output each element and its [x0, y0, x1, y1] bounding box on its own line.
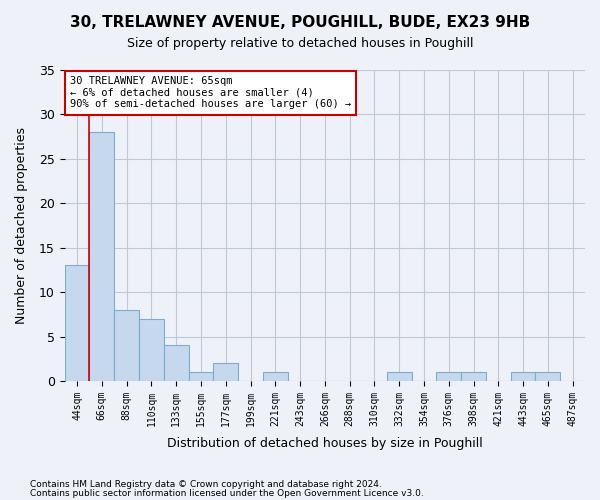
Bar — [114, 310, 139, 381]
Text: Contains public sector information licensed under the Open Government Licence v3: Contains public sector information licen… — [30, 488, 424, 498]
Text: 30, TRELAWNEY AVENUE, POUGHILL, BUDE, EX23 9HB: 30, TRELAWNEY AVENUE, POUGHILL, BUDE, EX… — [70, 15, 530, 30]
Bar — [511, 372, 535, 381]
Bar — [89, 132, 114, 381]
Text: 30 TRELAWNEY AVENUE: 65sqm
← 6% of detached houses are smaller (4)
90% of semi-d: 30 TRELAWNEY AVENUE: 65sqm ← 6% of detac… — [70, 76, 351, 110]
Bar — [188, 372, 214, 381]
Y-axis label: Number of detached properties: Number of detached properties — [15, 127, 28, 324]
Bar — [164, 346, 188, 381]
X-axis label: Distribution of detached houses by size in Poughill: Distribution of detached houses by size … — [167, 437, 483, 450]
Text: Contains HM Land Registry data © Crown copyright and database right 2024.: Contains HM Land Registry data © Crown c… — [30, 480, 382, 489]
Bar — [461, 372, 486, 381]
Bar — [436, 372, 461, 381]
Bar — [214, 363, 238, 381]
Bar — [263, 372, 287, 381]
Bar — [535, 372, 560, 381]
Bar — [139, 318, 164, 381]
Bar — [387, 372, 412, 381]
Bar — [65, 266, 89, 381]
Text: Size of property relative to detached houses in Poughill: Size of property relative to detached ho… — [127, 38, 473, 51]
